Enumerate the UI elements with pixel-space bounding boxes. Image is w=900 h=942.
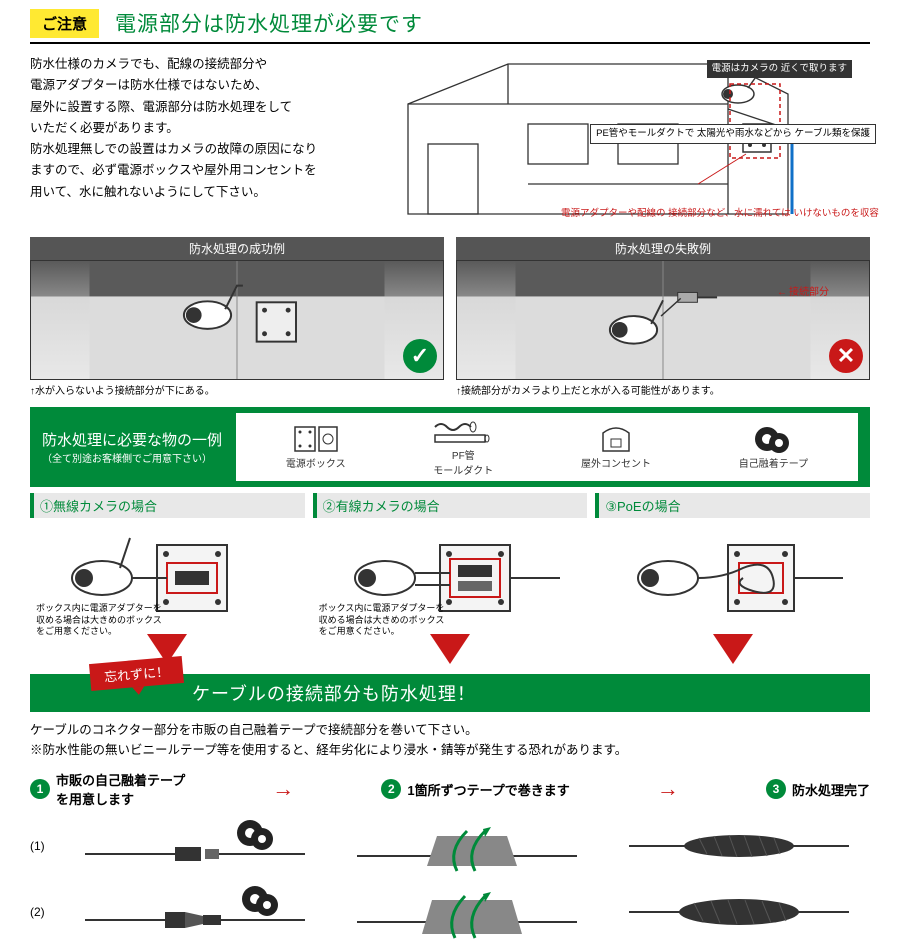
page-title: 電源部分は防水処理が必要です (115, 8, 423, 38)
cell-done-2 (608, 887, 870, 937)
row-label-1: (1) (30, 839, 54, 853)
cable-text-1: ケーブルのコネクター部分を市販の自己融着テープで接続部分を巻いて下さい。 (30, 720, 870, 740)
case-title-1: ①無線カメラの場合 (30, 493, 305, 518)
intro-text: 防水仕様のカメラでも、配線の接続部分や 電源アダプターは防水仕様ではないため、 … (30, 54, 370, 227)
item-outdoor-outlet: 屋外コンセント (581, 425, 651, 470)
example-success: 防水処理の成功例 ✓ ↑水が入らないよう接続部分が下にある。 (30, 237, 444, 397)
step-2: 21箇所ずつテープで巻きます (381, 779, 569, 799)
cable-rows: (1) (2) (30, 816, 870, 942)
failure-label: 防水処理の失敗例 (456, 237, 870, 260)
success-caption: ↑水が入らないよう接続部分が下にある。 (30, 382, 444, 397)
example-failure: 防水処理の失敗例 接続部分 ✕ ↑接続部分がカメラより上だと水が入る可能性があり… (456, 237, 870, 397)
examples-row: 防水処理の成功例 ✓ ↑水が入らないよう接続部分が下にある。 防水処理の失敗例 (30, 237, 870, 397)
callout-power-near: 電源はカメラの 近くで取ります (707, 60, 852, 78)
cell-done-1 (608, 821, 870, 871)
check-icon: ✓ (403, 339, 437, 373)
header: ご注意 電源部分は防水処理が必要です (30, 8, 870, 44)
cable-row-1: (1) (30, 816, 870, 876)
cross-icon: ✕ (829, 339, 863, 373)
arrow-right-icon: → (272, 776, 294, 802)
case-title-3: ③PoEの場合 (595, 493, 870, 518)
required-bar: 防水処理に必要な物の一例 （全て別途お客様側でご用意下さい） 電源ボックス PF… (30, 407, 870, 487)
callout-duct: PE管やモールダクトで 太陽光や雨水などから ケーブル類を保護 (590, 124, 876, 144)
callout-box: 電源アダプターや配線の 接続部分など、水に濡れては いけないものを収容 (556, 205, 884, 223)
case-title-2: ②有線カメラの場合 (313, 493, 588, 518)
cable-text-2: ※防水性能の無いビニールテープ等を使用すると、経年劣化により浸水・錆等が発生する… (30, 740, 870, 760)
case-poe: ③PoEの場合 (595, 493, 870, 670)
case-wired: ②有線カメラの場合 ボックス内に電源アダプターを 収める場合は大きめのボックス … (313, 493, 588, 670)
case-note-2: ボックス内に電源アダプターを 収める場合は大きめのボックス をご用意ください。 (319, 603, 449, 638)
notice-badge: ご注意 (30, 9, 99, 38)
steps-row: 1市販の自己融着テープ を用意します → 21箇所ずつテープで巻きます → 3防… (30, 770, 870, 808)
success-label: 防水処理の成功例 (30, 237, 444, 260)
down-arrow-icon (713, 634, 753, 664)
step-3: 3防水処理完了 (766, 779, 870, 799)
item-power-box: 電源ボックス (286, 425, 346, 470)
cell-tape-2 (64, 885, 326, 940)
required-sub: （全て別途お客様側でご用意下さい） (42, 450, 222, 465)
required-items: 電源ボックス PF管 モールダクト 屋外コンセント 自己融着テープ (236, 413, 858, 481)
step-1: 1市販の自己融着テープ を用意します (30, 770, 185, 808)
item-pf-duct: PF管 モールダクト (433, 417, 493, 477)
cable-row-2: (2) (30, 882, 870, 942)
arrow-right-icon: → (657, 776, 679, 802)
failure-connector-label: 接続部分 (777, 283, 829, 298)
cable-banner: 忘れずに！ ケーブルの接続部分も防水処理！ (30, 674, 870, 712)
cell-tape-1 (64, 819, 326, 874)
item-tape: 自己融着テープ (739, 425, 808, 470)
cases-row: ①無線カメラの場合 ボックス内に電源アダプターを 収める場合は大きめのボックス … (30, 493, 870, 670)
cell-wrap-1 (336, 816, 598, 876)
case-wireless: ①無線カメラの場合 ボックス内に電源アダプターを 収める場合は大きめのボックス … (30, 493, 305, 670)
failure-caption: ↑接続部分がカメラより上だと水が入る可能性があります。 (456, 382, 870, 397)
intro-section: 防水仕様のカメラでも、配線の接続部分や 電源アダプターは防水仕様ではないため、 … (30, 54, 870, 227)
cell-wrap-2 (336, 882, 598, 942)
cable-text: ケーブルのコネクター部分を市販の自己融着テープで接続部分を巻いて下さい。 ※防水… (30, 720, 870, 760)
cable-banner-title: ケーブルの接続部分も防水処理！ (192, 680, 476, 706)
row-label-2: (2) (30, 905, 54, 919)
required-title: 防水処理に必要な物の一例 (42, 429, 222, 450)
house-diagram: 電源はカメラの 近くで取ります PE管やモールダクトで 太陽光や雨水などから ケ… (386, 54, 870, 227)
case-note-1: ボックス内に電源アダプターを 収める場合は大きめのボックス をご用意ください。 (36, 603, 166, 638)
down-arrow-icon (430, 634, 470, 664)
